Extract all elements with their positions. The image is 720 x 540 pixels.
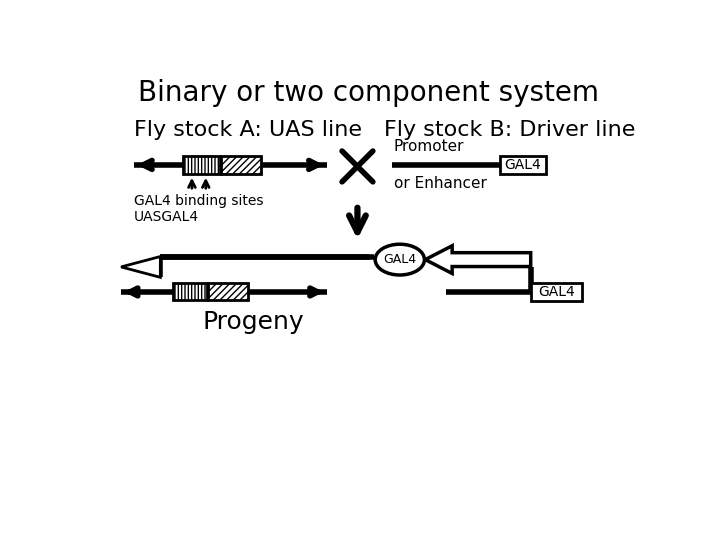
Text: Progeny: Progeny xyxy=(203,309,305,334)
Text: or Enhancer: or Enhancer xyxy=(394,176,487,191)
Polygon shape xyxy=(426,246,531,273)
Bar xyxy=(173,284,207,300)
Text: Binary or two component system: Binary or two component system xyxy=(138,79,600,107)
Ellipse shape xyxy=(375,244,425,275)
Text: GAL4: GAL4 xyxy=(383,253,416,266)
Polygon shape xyxy=(121,256,161,278)
Bar xyxy=(531,283,582,301)
Text: Promoter: Promoter xyxy=(394,139,464,154)
Text: GAL4: GAL4 xyxy=(505,158,541,172)
Text: Fly stock A: UAS line: Fly stock A: UAS line xyxy=(134,120,362,140)
Text: GAL4: GAL4 xyxy=(538,285,575,299)
Bar xyxy=(500,156,546,174)
Text: Fly stock B: Driver line: Fly stock B: Driver line xyxy=(384,120,636,140)
Bar xyxy=(221,156,261,174)
Text: GAL4 binding sites
UASGAL4: GAL4 binding sites UASGAL4 xyxy=(134,194,264,224)
Bar xyxy=(208,284,248,300)
Bar xyxy=(183,156,220,174)
